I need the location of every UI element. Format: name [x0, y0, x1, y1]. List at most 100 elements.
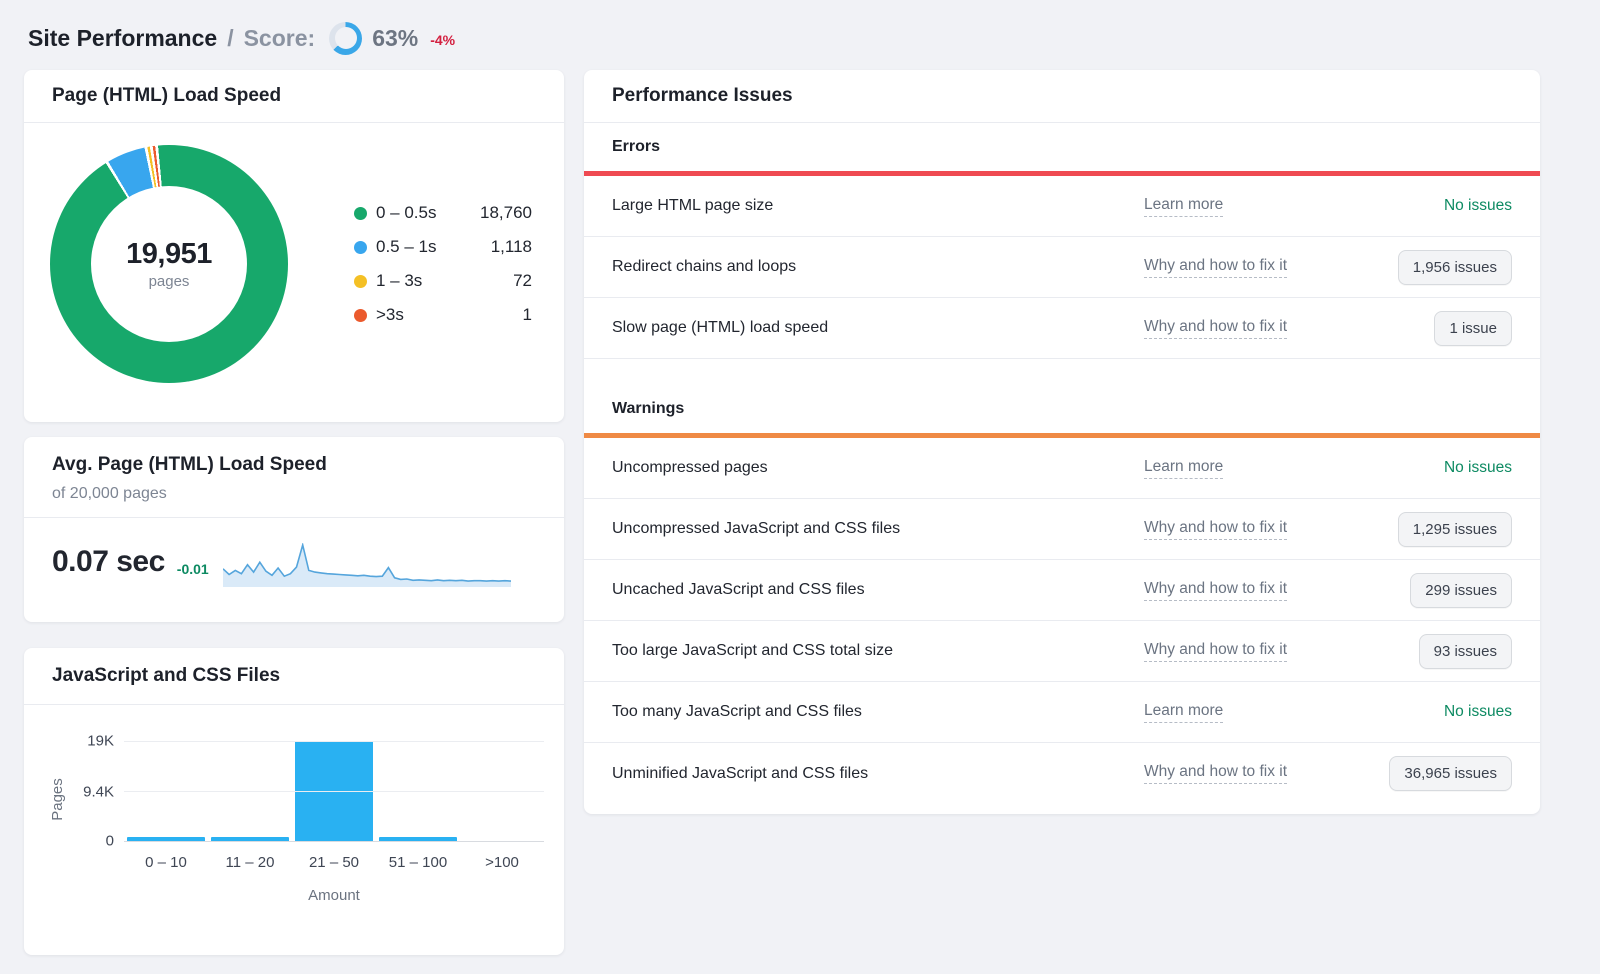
issue-label: Slow page (HTML) load speed	[612, 319, 829, 336]
legend-item: >3s 1	[354, 305, 532, 325]
issues-section-errors: Errors Large HTML page size Learn more No i…	[584, 123, 1540, 359]
issue-label: Uncompressed JavaScript and CSS files	[612, 520, 901, 537]
issue-action-link[interactable]: Why and how to fix it	[1144, 641, 1288, 662]
bar-chart-y-ticks: 19K 9.4K 0	[72, 733, 124, 850]
js-css-files-card-title: JavaScript and CSS Files	[52, 665, 281, 686]
issue-action-link[interactable]: Learn more	[1144, 458, 1224, 479]
avg-load-speed-subtitle: of 20,000 pages	[52, 485, 167, 502]
issue-count-badge[interactable]: 1 issue	[1434, 310, 1512, 346]
bar-column	[376, 741, 460, 841]
avg-load-speed-sparkline	[222, 541, 511, 592]
issue-result: No issues	[1444, 459, 1512, 477]
legend-label: 0.5 – 1s	[376, 237, 437, 256]
legend-dot-icon	[354, 274, 367, 288]
issue-action-link[interactable]: Why and how to fix it	[1144, 763, 1288, 784]
legend-item: 1 – 3s 72	[354, 271, 532, 291]
issues-sections: Errors Large HTML page size Learn more No i…	[584, 123, 1540, 804]
legend-label: 1 – 3s	[376, 271, 423, 290]
issue-action-link[interactable]: Why and how to fix it	[1144, 580, 1288, 601]
bar-chart-y-axis-title: Pages	[48, 778, 66, 821]
issue-row: Uncompressed JavaScript and CSS files Why…	[584, 499, 1540, 560]
issue-action-link[interactable]: Why and how to fix it	[1144, 318, 1288, 339]
score-label: Score:	[243, 24, 316, 51]
issue-count-badge[interactable]: 1,295 issues	[1397, 511, 1512, 547]
issue-label: Too large JavaScript and CSS total size	[612, 642, 894, 659]
bar	[126, 837, 206, 841]
issue-label: Large HTML page size	[612, 197, 774, 214]
issue-action-link[interactable]: Why and how to fix it	[1144, 519, 1288, 540]
errors-severity-bar	[584, 171, 1540, 176]
avg-load-speed-value: 0.07 sec	[52, 545, 165, 578]
issue-action-link[interactable]: Learn more	[1144, 702, 1224, 723]
issue-result: 93 issues	[1418, 633, 1512, 669]
load-speed-legend: 0 – 0.5s 18,760 0.5 – 1s 1,118 1 – 3s 72 >3s 1	[354, 203, 532, 325]
gridline	[124, 791, 544, 793]
page-header: Site Performance / Score: 63% -4%	[28, 14, 1540, 62]
performance-issues-card-header: Performance Issues	[584, 70, 1540, 123]
x-category-label: 21 – 50	[308, 854, 360, 871]
issue-row: Uncompressed pages Learn more No issues	[584, 438, 1540, 499]
gridline	[124, 740, 544, 742]
legend-item: 0.5 – 1s 1,118	[354, 237, 532, 257]
legend-dot-icon	[354, 308, 367, 322]
x-category-label: 0 – 10	[145, 854, 187, 871]
issue-row: Unminified JavaScript and CSS files Why a…	[584, 743, 1540, 804]
y-tick-label: 0	[105, 832, 114, 850]
issue-result: No issues	[1444, 197, 1512, 215]
x-axis-baseline	[124, 841, 544, 842]
avg-load-speed-card-title: Avg. Page (HTML) Load Speed	[52, 454, 327, 475]
breadcrumb-separator: /	[227, 24, 234, 51]
no-issues-status: No issues	[1443, 197, 1512, 214]
issue-row: Large HTML page size Learn more No issues	[584, 176, 1540, 237]
issue-count-badge[interactable]: 1,956 issues	[1397, 249, 1512, 285]
donut-center: 19,951 pages	[91, 186, 247, 342]
issue-action-link[interactable]: Why and how to fix it	[1144, 257, 1288, 278]
issue-count-badge[interactable]: 299 issues	[1410, 572, 1512, 608]
avg-load-speed-card-header: Avg. Page (HTML) Load Speed of 20,000 pa…	[24, 437, 564, 518]
avg-load-speed-delta: -0.01	[176, 561, 209, 577]
issue-row: Too many JavaScript and CSS files Learn m…	[584, 682, 1540, 743]
issue-result: 1,295 issues	[1397, 511, 1512, 547]
errors-heading: Errors	[612, 138, 661, 155]
issue-label: Uncompressed pages	[612, 459, 768, 476]
bar-column	[124, 741, 208, 841]
issue-count-badge[interactable]: 93 issues	[1418, 633, 1512, 669]
legend-dot-icon	[354, 240, 367, 254]
warnings-heading: Warnings	[612, 400, 685, 417]
donut-total-unit: pages	[148, 273, 190, 290]
avg-load-speed-card: Avg. Page (HTML) Load Speed of 20,000 pa…	[24, 437, 564, 622]
issue-result: No issues	[1444, 703, 1512, 721]
bar-chart-x-labels: 0 – 10 11 – 20 21 – 50 51 – 100 >100	[124, 854, 544, 871]
issue-result: 1 issue	[1434, 310, 1512, 346]
load-speed-donut-chart: 19,951 pages	[50, 145, 288, 383]
page-load-speed-card-title: Page (HTML) Load Speed	[52, 85, 282, 106]
legend-value: 1	[522, 305, 532, 324]
bar-chart-x-axis-title: Amount	[308, 887, 360, 904]
score-delta-badge: -4%	[430, 32, 456, 48]
bar-chart-plot	[124, 740, 544, 842]
right-column: Performance Issues Errors Large HTML page…	[584, 70, 1540, 955]
x-category-label: >100	[485, 854, 519, 871]
page-title: Site Performance	[28, 24, 218, 51]
legend-value: 1,118	[490, 237, 532, 256]
issue-row: Redirect chains and loops Why and how to …	[584, 237, 1540, 298]
issue-count-badge[interactable]: 36,965 issues	[1389, 756, 1512, 791]
performance-issues-card: Performance Issues Errors Large HTML page…	[584, 70, 1540, 814]
score-ring-icon	[329, 21, 363, 55]
issue-label: Too many JavaScript and CSS files	[612, 703, 862, 720]
donut-total-pages: 19,951	[126, 238, 212, 270]
legend-label: >3s	[376, 305, 404, 324]
left-column: Page (HTML) Load Speed 19,951 pages 0 – …	[24, 70, 564, 955]
issues-section-warnings: Warnings Uncompressed pages Learn more No i…	[584, 385, 1540, 804]
bar	[378, 837, 458, 841]
page-load-speed-card: Page (HTML) Load Speed 19,951 pages 0 – …	[24, 70, 564, 422]
legend-value: 18,760	[480, 203, 532, 222]
no-issues-status: No issues	[1443, 703, 1512, 720]
js-css-files-card-header: JavaScript and CSS Files	[24, 648, 564, 705]
issue-action-link[interactable]: Learn more	[1144, 196, 1224, 217]
legend-label: 0 – 0.5s	[376, 203, 437, 222]
issue-label: Unminified JavaScript and CSS files	[612, 764, 869, 782]
js-css-files-card: JavaScript and CSS Files Pages 19K 9.4K 0 …	[24, 648, 564, 955]
score-value: 63%	[372, 24, 419, 51]
